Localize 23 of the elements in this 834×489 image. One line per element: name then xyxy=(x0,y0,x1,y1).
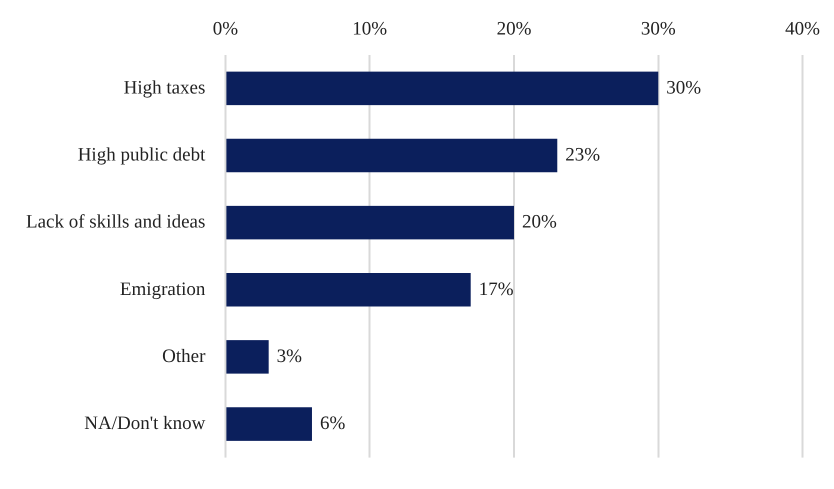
x-tick-label: 20% xyxy=(496,18,532,40)
data-label: 3% xyxy=(276,346,302,367)
x-tick-label: 40% xyxy=(785,18,820,40)
x-tick-label: 10% xyxy=(352,18,388,40)
y-tick-label: NA/Don't know xyxy=(84,413,206,434)
y-tick-label: Emigration xyxy=(120,278,206,300)
x-tick-label: 0% xyxy=(212,18,238,40)
y-tick-label: High taxes xyxy=(124,77,206,98)
bar xyxy=(226,72,658,106)
bar xyxy=(226,138,558,172)
y-tick-label: High public debt xyxy=(78,144,206,166)
data-label: 30% xyxy=(666,77,702,98)
data-label: 17% xyxy=(478,278,514,300)
data-label: 23% xyxy=(565,144,600,166)
y-tick-label: Lack of skills and ideas xyxy=(26,212,206,233)
y-tick-label: Other xyxy=(162,346,206,367)
x-tick-label: 30% xyxy=(640,18,676,40)
data-label: 6% xyxy=(320,413,346,434)
bar xyxy=(226,407,312,441)
bar xyxy=(226,340,269,374)
bar xyxy=(226,272,471,307)
data-label: 20% xyxy=(522,212,557,233)
bar xyxy=(226,206,514,240)
